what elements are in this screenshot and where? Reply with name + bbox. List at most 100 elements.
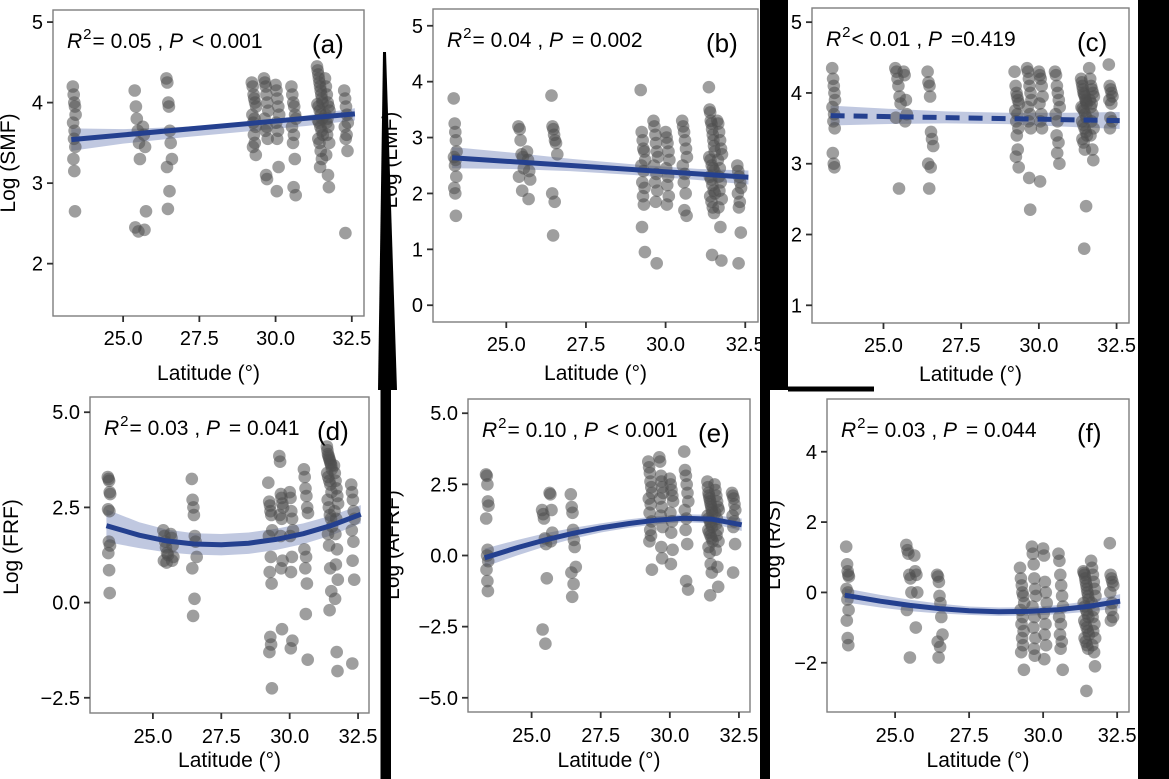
data-point	[651, 184, 664, 197]
data-point	[892, 182, 906, 195]
x-tick-label: 30.0	[270, 726, 309, 748]
data-point	[262, 476, 275, 490]
data-point	[1080, 684, 1093, 698]
x-tick-label: 30.0	[1024, 725, 1063, 747]
x-axis-label-a: Latitude (°)	[157, 362, 260, 385]
y-tick-label: −2	[794, 653, 817, 675]
data-point	[163, 184, 176, 198]
data-point	[666, 543, 679, 557]
data-point	[449, 187, 462, 200]
data-point	[161, 202, 175, 216]
data-point	[288, 152, 302, 166]
panel-e: 25.0 27.5 30.0 32.5 −5.0 −2.5 0.0 2.5 5.0 Latitud…	[381, 398, 758, 772]
y-tick-label: 5.0	[52, 402, 80, 424]
data-point	[1038, 575, 1052, 589]
data-point	[299, 607, 313, 621]
data-point	[481, 584, 495, 598]
y-tick-label: −2.5	[41, 688, 80, 710]
data-point	[1040, 596, 1053, 610]
black-bar-right-edge	[1138, 0, 1169, 779]
data-point	[346, 493, 360, 507]
data-point	[551, 148, 564, 161]
plot-box-c	[811, 7, 1130, 324]
x-tick-label: 30.0	[646, 334, 685, 356]
data-point	[481, 478, 494, 491]
data-point	[346, 554, 359, 567]
data-point	[909, 621, 923, 634]
y-tick-label: 4	[32, 93, 43, 115]
data-point	[1024, 122, 1038, 135]
data-point	[638, 245, 652, 259]
data-point	[313, 160, 327, 174]
y-tick-label: 1	[791, 295, 802, 317]
data-point	[270, 184, 284, 198]
data-point	[345, 524, 359, 537]
x-axis-label-f: Latitude (°)	[927, 749, 1030, 772]
data-point	[932, 651, 945, 664]
data-point	[160, 160, 174, 174]
data-point	[825, 61, 839, 75]
data-point	[479, 512, 493, 525]
scatter-points-f	[839, 536, 1120, 698]
data-point	[715, 254, 728, 267]
y-tick-label: −2.5	[419, 617, 458, 639]
data-point	[892, 79, 905, 93]
panel-letter-f: (f)	[1077, 418, 1102, 448]
y-tick-label: 2	[791, 225, 802, 247]
data-point	[329, 558, 343, 571]
x-tick-label: 27.5	[202, 726, 241, 748]
data-point	[1028, 649, 1042, 662]
data-point	[129, 100, 143, 113]
data-point	[726, 566, 740, 579]
data-point	[567, 577, 580, 591]
data-point	[842, 603, 855, 617]
stats-annotation-f: R2= 0.03 , P = 0.044	[841, 415, 1037, 442]
data-point	[265, 577, 278, 590]
data-point	[1049, 68, 1063, 82]
data-point	[1054, 579, 1068, 592]
data-point	[932, 575, 946, 589]
y-tick-label: 5.0	[430, 403, 458, 425]
data-point	[270, 132, 284, 146]
x-tick-label: 25.0	[864, 335, 903, 357]
data-point	[664, 557, 678, 571]
x-tick-label: 32.5	[1097, 335, 1136, 357]
data-point	[321, 168, 335, 182]
data-point	[187, 508, 201, 522]
x-tick-label: 27.5	[581, 725, 620, 747]
data-point	[249, 148, 263, 162]
y-tick-label: 3	[412, 128, 423, 150]
data-point	[1017, 663, 1031, 677]
data-point	[539, 637, 552, 650]
black-bar-wedge-ab	[378, 52, 397, 390]
plot-box-f	[826, 398, 1130, 713]
data-point	[512, 170, 526, 183]
data-point	[523, 173, 537, 186]
data-point	[1008, 65, 1021, 78]
data-point	[1035, 122, 1049, 135]
data-point	[546, 229, 560, 242]
data-point	[660, 198, 674, 211]
data-point	[714, 220, 727, 234]
data-point	[1023, 203, 1037, 216]
x-tick-label: 32.5	[1098, 725, 1137, 747]
data-point	[1037, 549, 1051, 562]
data-point	[449, 134, 463, 147]
data-point	[1039, 638, 1053, 652]
data-point	[666, 495, 680, 508]
data-point	[677, 176, 691, 189]
x-tick-label: 32.5	[719, 725, 758, 747]
data-point	[680, 537, 694, 551]
data-point	[840, 614, 854, 627]
x-tick-label: 32.5	[339, 726, 378, 748]
data-point	[568, 540, 581, 554]
data-point	[935, 610, 948, 624]
data-point	[643, 535, 656, 548]
data-point	[712, 201, 725, 214]
data-point	[346, 657, 359, 670]
data-point	[1039, 617, 1052, 631]
fit-line-d	[105, 511, 362, 548]
data-point	[1087, 153, 1100, 167]
data-point	[322, 136, 336, 150]
data-point	[1033, 175, 1047, 188]
